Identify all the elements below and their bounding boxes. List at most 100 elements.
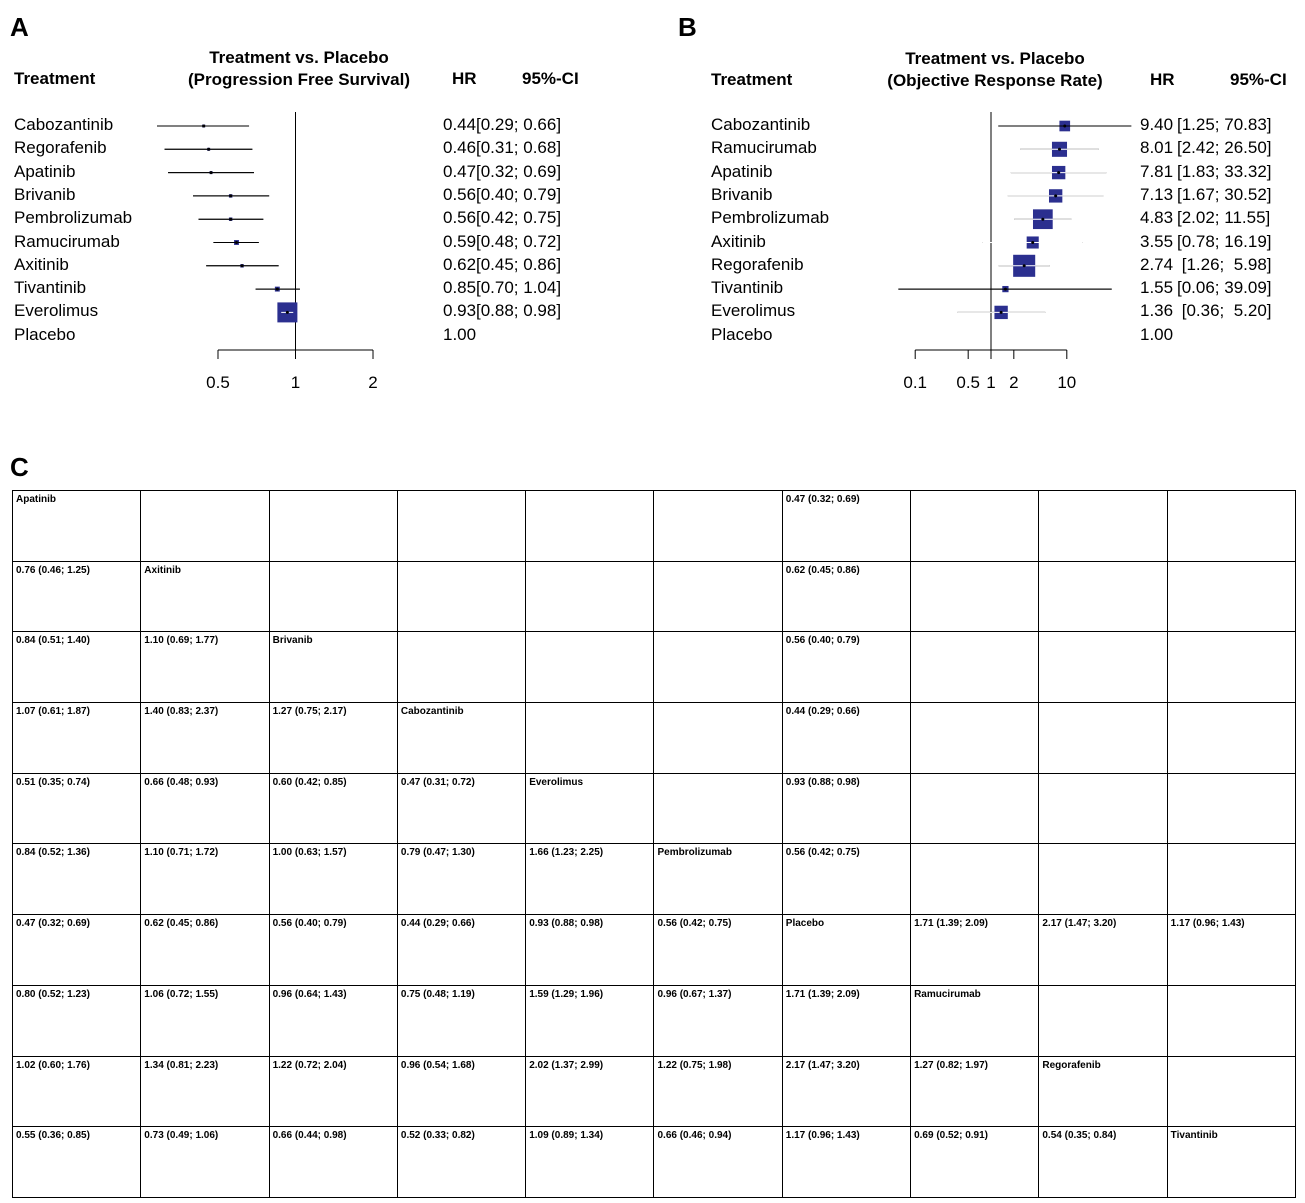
league-table-cell <box>1166 843 1297 916</box>
panel-b-hr-header: HR <box>1150 70 1175 89</box>
panel-a-ci-header: 95%-CI <box>522 69 579 88</box>
panel-a-treatment-header: Treatment <box>14 69 96 88</box>
league-table-cell: 0.75 (0.48; 1.19) <box>396 984 527 1057</box>
league-table-cell <box>910 560 1040 633</box>
league-table-cell: 1.10 (0.69; 1.77) <box>140 631 270 704</box>
forest-b-axis-tick-label: 1 <box>986 373 995 392</box>
forest-a-row-name: Regorafenib <box>14 138 107 158</box>
league-table-cell: 0.66 (0.44; 0.98) <box>268 1126 398 1198</box>
forest-b-row-ci: [1.25; 70.83] <box>1177 115 1272 134</box>
league-table-cell <box>396 490 527 562</box>
league-table-cell <box>268 560 398 633</box>
league-table-row: 0.51 (0.35; 0.74) 0.66 (0.48; 0.93) 0.60 (… <box>11 772 1297 845</box>
forest-a-row-hr: 0.62 <box>443 254 477 274</box>
league-table-cell: Pembrolizumab <box>653 843 783 916</box>
league-table-cell: 1.02 (0.60; 1.76) <box>11 1055 142 1128</box>
forest-b-estimate-point <box>1057 171 1061 175</box>
forest-b-axis-tick-label: 0.5 <box>956 373 980 392</box>
league-table-row: 0.76 (0.46; 1.25) Axitinib 0.62 (0.45; 0.8… <box>11 560 1297 633</box>
forest-b-row-name: Everolimus <box>711 301 796 321</box>
league-table-cell <box>1038 772 1168 845</box>
league-table-cell <box>910 702 1040 774</box>
league-table-row: 0.80 (0.52; 1.23) 1.06 (0.72; 1.55) 0.96 (… <box>11 984 1297 1057</box>
league-table-cell <box>1038 843 1168 916</box>
forest-a-row-hr: 0.56 <box>443 208 477 228</box>
forest-b-row-hr: 8.01 <box>1140 138 1174 158</box>
league-table-cell: 0.76 (0.46; 1.25) <box>11 560 142 633</box>
forest-b-row-name: Cabozantinib <box>711 115 811 134</box>
league-table-cell: 0.62 (0.45; 0.86) <box>781 560 912 633</box>
league-table-cell: Tivantinib <box>1166 1126 1297 1198</box>
forest-b-row-name: Tivantinib <box>711 278 784 298</box>
league-table-row: 0.84 (0.52; 1.36) 1.10 (0.71; 1.72) 1.00 (… <box>11 843 1297 916</box>
league-table-cell: 1.22 (0.75; 1.98) <box>653 1055 783 1128</box>
league-table-cell: 1.66 (1.23; 2.25) <box>525 843 655 916</box>
forest-a-row-ci: [0.31; 0.68] <box>476 138 562 158</box>
forest-a-row-hr: 0.93 <box>443 301 477 321</box>
forest-b-row-name: Regorafenib <box>711 254 804 274</box>
league-table-cell: 0.52 (0.33; 0.82) <box>396 1126 527 1198</box>
forest-b-axis-tick-label: 0.1 <box>903 373 927 392</box>
forest-a-row-name: Apatinib <box>14 161 76 181</box>
forest-b-row-ci: [0.78; 16.19] <box>1177 231 1272 251</box>
forest-a-row-name: Placebo <box>14 324 76 344</box>
league-table-cell: 0.56 (0.42; 0.75) <box>653 914 783 986</box>
league-table-cell <box>653 702 783 774</box>
forest-b-row-hr: 3.55 <box>1140 231 1174 251</box>
forest-b-row-name: Brivanib <box>711 184 773 204</box>
panel-b-ci-header: 95%-CI <box>1230 70 1287 89</box>
forest-a-row-hr: 0.46 <box>443 138 477 158</box>
forest-a-axis-tick-label: 1 <box>291 373 300 392</box>
forest-b-row-ci: [1.83; 33.32] <box>1177 161 1272 181</box>
league-table-cell: 1.34 (0.81; 2.23) <box>140 1055 270 1128</box>
forest-b-row-hr: 7.13 <box>1140 184 1174 204</box>
forest-b-row-ci: [0.06; 39.09] <box>1177 278 1272 298</box>
league-table-cell: 0.93 (0.88; 0.98) <box>525 914 655 986</box>
league-table-cell: 2.17 (1.47; 3.20) <box>1038 914 1168 986</box>
league-table-cell: 0.84 (0.51; 1.40) <box>11 631 142 704</box>
league-table-row: 0.47 (0.32; 0.69) 0.62 (0.45; 0.86) 0.56 (… <box>11 914 1297 986</box>
panel-b-title: Treatment vs. Placebo (Objective Respons… <box>872 48 1118 92</box>
league-table-cell <box>653 490 783 562</box>
league-table-cell <box>1166 1055 1297 1128</box>
league-table-cell: 0.56 (0.40; 0.79) <box>781 631 912 704</box>
forest-a-row-ci: [0.88; 0.98] <box>476 301 562 321</box>
league-table-cell: 0.62 (0.45; 0.86) <box>140 914 270 986</box>
forest-a-estimate-point <box>207 147 211 151</box>
forest-b-row-name: Pembrolizumab <box>711 208 830 228</box>
league-table-row: Apatinib 0.47 (0.32; 0.69) <box>11 490 1297 562</box>
forest-a-row-ci: [0.48; 0.72] <box>476 231 562 251</box>
league-table-cell: Ramucirumab <box>910 984 1040 1057</box>
forest-b-estimate-point <box>1057 147 1061 151</box>
league-table-row: 1.02 (0.60; 1.76) 1.34 (0.81; 2.23) 1.22 (… <box>11 1055 1297 1128</box>
forest-b-row-ci: [2.42; 26.50] <box>1177 138 1272 158</box>
forest-a-row-hr: 0.85 <box>443 278 477 298</box>
league-table-cell: 2.02 (1.37; 2.99) <box>525 1055 655 1128</box>
forest-b-row-name: Axitinib <box>711 231 766 251</box>
league-table-cell: 1.27 (0.82; 1.97) <box>910 1055 1040 1128</box>
league-table-cell: 0.54 (0.35; 0.84) <box>1038 1126 1168 1198</box>
forest-b-row-hr: 7.81 <box>1140 161 1174 181</box>
league-table-cell: 1.09 (0.89; 1.34) <box>525 1126 655 1198</box>
league-table-cell: 0.96 (0.54; 1.68) <box>396 1055 527 1128</box>
league-table-cell: 1.71 (1.39; 2.09) <box>781 984 912 1057</box>
league-table-cell: 1.59 (1.29; 1.96) <box>525 984 655 1057</box>
league-table-cell <box>1166 631 1297 704</box>
forest-a-row-hr: 0.47 <box>443 161 477 181</box>
league-table-cell: 0.44 (0.29; 0.66) <box>781 702 912 774</box>
league-table-cell <box>1166 984 1297 1057</box>
league-table-cell: Cabozantinib <box>396 702 527 774</box>
forest-b-estimate-point <box>1054 194 1058 198</box>
league-table-cell: 0.80 (0.52; 1.23) <box>11 984 142 1057</box>
forest-a-estimate-point <box>275 287 279 291</box>
league-table-cell <box>1038 702 1168 774</box>
league-table-cell: Regorafenib <box>1038 1055 1168 1128</box>
league-table-cell <box>1166 702 1297 774</box>
forest-b-row-ci: [0.36; 5.20] <box>1177 301 1272 321</box>
forest-b-row-hr: 2.74 <box>1140 254 1174 274</box>
league-table-cell <box>910 631 1040 704</box>
forest-b-estimate-point <box>1022 264 1026 268</box>
league-table-cell: 0.69 (0.52; 0.91) <box>910 1126 1040 1198</box>
forest-a-row-hr: 1.00 <box>443 324 477 344</box>
league-table-cell: 0.47 (0.32; 0.69) <box>11 914 142 986</box>
